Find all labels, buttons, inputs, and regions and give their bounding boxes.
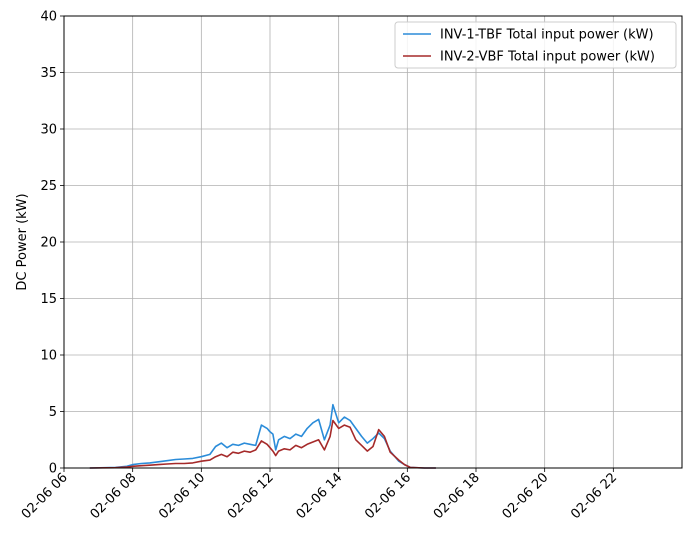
- x-axis-ticks: 02-06 06 02-06 08 02-06 10 02-06 12 02-06 14…: [19, 468, 620, 522]
- x-tick-label: 02-06 08: [88, 470, 140, 522]
- y-axis-ticks: 0 5 10 15 20 25 30 35 40: [40, 10, 64, 477]
- x-tick-label: 02-06 22: [568, 470, 620, 522]
- x-tick-label: 02-06 18: [431, 470, 483, 522]
- legend-label-1: INV-1-TBF Total input power (kW): [440, 28, 654, 43]
- legend-label-2: INV-2-VBF Total input power (kW): [440, 50, 655, 65]
- legend-box: [394, 21, 677, 69]
- series-line-2: [89, 419, 436, 469]
- y-tick-label: 20: [40, 236, 57, 251]
- series-line-1: [89, 403, 436, 469]
- y-tick-label: 35: [40, 66, 57, 81]
- y-axis-label: DC Power (kW): [15, 193, 30, 290]
- y-tick-label: 40: [40, 10, 57, 25]
- series-lines: [89, 403, 436, 469]
- y-tick-label: 25: [40, 179, 57, 194]
- x-tick-label: 02-06 10: [156, 470, 208, 522]
- y-tick-label: 0: [49, 462, 57, 477]
- y-tick-label: 30: [40, 123, 57, 138]
- x-tick-label: 02-06 12: [225, 470, 277, 522]
- x-tick-label: 02-06 14: [294, 470, 346, 522]
- legend: INV-1-TBF Total input power (kW) INV-2-VB…: [394, 21, 677, 69]
- grid: [63, 15, 682, 469]
- x-tick-label: 02-06 20: [500, 470, 552, 522]
- y-tick-label: 5: [49, 405, 57, 420]
- y-tick-label: 15: [40, 292, 57, 307]
- y-tick-label: 10: [40, 349, 57, 364]
- x-tick-label: 02-06 06: [19, 470, 71, 522]
- x-tick-label: 02-06 16: [362, 470, 414, 522]
